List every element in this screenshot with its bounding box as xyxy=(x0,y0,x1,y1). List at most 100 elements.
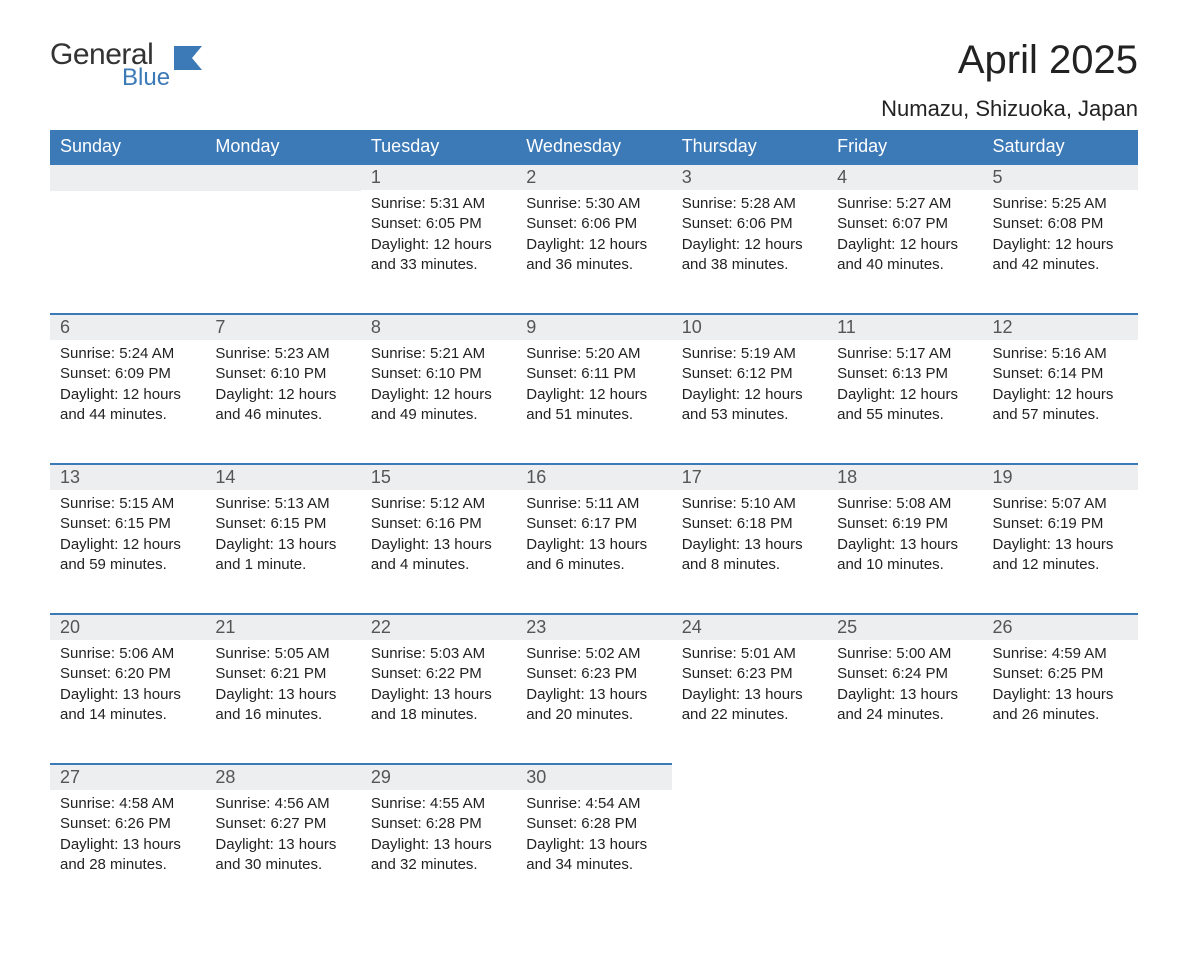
day-cell: 22Sunrise: 5:03 AMSunset: 6:22 PMDayligh… xyxy=(361,614,516,764)
sunrise-text: Sunrise: 5:16 AM xyxy=(993,344,1128,364)
sunrise-text: Sunrise: 5:08 AM xyxy=(837,494,972,514)
sunset-text: Sunset: 6:19 PM xyxy=(993,514,1128,534)
sunset-text: Sunset: 6:17 PM xyxy=(526,514,661,534)
daylight-text: Daylight: 12 hours and 44 minutes. xyxy=(60,385,195,426)
day-content: Sunrise: 4:56 AMSunset: 6:27 PMDaylight:… xyxy=(205,790,360,885)
day-content: Sunrise: 5:28 AMSunset: 6:06 PMDaylight:… xyxy=(672,190,827,285)
day-header: Saturday xyxy=(983,130,1138,164)
day-cell: 5Sunrise: 5:25 AMSunset: 6:08 PMDaylight… xyxy=(983,164,1138,314)
daylight-text: Daylight: 13 hours and 32 minutes. xyxy=(371,835,506,876)
day-number: 10 xyxy=(672,315,827,340)
daylight-text: Daylight: 12 hours and 36 minutes. xyxy=(526,235,661,276)
day-header: Thursday xyxy=(672,130,827,164)
day-number: 24 xyxy=(672,615,827,640)
day-number: 21 xyxy=(205,615,360,640)
day-cell xyxy=(827,764,982,914)
day-content: Sunrise: 5:19 AMSunset: 6:12 PMDaylight:… xyxy=(672,340,827,435)
day-content: Sunrise: 5:12 AMSunset: 6:16 PMDaylight:… xyxy=(361,490,516,585)
sunset-text: Sunset: 6:28 PM xyxy=(371,814,506,834)
day-header: Tuesday xyxy=(361,130,516,164)
day-cell: 8Sunrise: 5:21 AMSunset: 6:10 PMDaylight… xyxy=(361,314,516,464)
day-content: Sunrise: 5:20 AMSunset: 6:11 PMDaylight:… xyxy=(516,340,671,435)
daylight-text: Daylight: 12 hours and 40 minutes. xyxy=(837,235,972,276)
day-cell: 14Sunrise: 5:13 AMSunset: 6:15 PMDayligh… xyxy=(205,464,360,614)
sunrise-text: Sunrise: 5:11 AM xyxy=(526,494,661,514)
daylight-text: Daylight: 12 hours and 33 minutes. xyxy=(371,235,506,276)
day-content: Sunrise: 5:11 AMSunset: 6:17 PMDaylight:… xyxy=(516,490,671,585)
day-cell: 25Sunrise: 5:00 AMSunset: 6:24 PMDayligh… xyxy=(827,614,982,764)
day-content: Sunrise: 4:58 AMSunset: 6:26 PMDaylight:… xyxy=(50,790,205,885)
sunset-text: Sunset: 6:12 PM xyxy=(682,364,817,384)
day-number: 26 xyxy=(983,615,1138,640)
daylight-text: Daylight: 13 hours and 6 minutes. xyxy=(526,535,661,576)
daylight-text: Daylight: 13 hours and 34 minutes. xyxy=(526,835,661,876)
day-cell: 29Sunrise: 4:55 AMSunset: 6:28 PMDayligh… xyxy=(361,764,516,914)
sunrise-text: Sunrise: 5:28 AM xyxy=(682,194,817,214)
week-row: 6Sunrise: 5:24 AMSunset: 6:09 PMDaylight… xyxy=(50,314,1138,464)
day-cell xyxy=(983,764,1138,914)
sunset-text: Sunset: 6:20 PM xyxy=(60,664,195,684)
sunrise-text: Sunrise: 5:10 AM xyxy=(682,494,817,514)
day-content: Sunrise: 5:30 AMSunset: 6:06 PMDaylight:… xyxy=(516,190,671,285)
day-content: Sunrise: 5:24 AMSunset: 6:09 PMDaylight:… xyxy=(50,340,205,435)
daylight-text: Daylight: 12 hours and 55 minutes. xyxy=(837,385,972,426)
day-number xyxy=(50,165,205,191)
day-cell: 18Sunrise: 5:08 AMSunset: 6:19 PMDayligh… xyxy=(827,464,982,614)
day-content: Sunrise: 5:25 AMSunset: 6:08 PMDaylight:… xyxy=(983,190,1138,285)
sunset-text: Sunset: 6:24 PM xyxy=(837,664,972,684)
title-block: April 2025 Numazu, Shizuoka, Japan xyxy=(881,40,1138,122)
day-cell: 13Sunrise: 5:15 AMSunset: 6:15 PMDayligh… xyxy=(50,464,205,614)
sunset-text: Sunset: 6:06 PM xyxy=(526,214,661,234)
sunrise-text: Sunrise: 5:21 AM xyxy=(371,344,506,364)
daylight-text: Daylight: 13 hours and 14 minutes. xyxy=(60,685,195,726)
day-cell: 28Sunrise: 4:56 AMSunset: 6:27 PMDayligh… xyxy=(205,764,360,914)
day-number: 20 xyxy=(50,615,205,640)
logo-text-blue: Blue xyxy=(122,66,170,90)
day-number: 6 xyxy=(50,315,205,340)
day-content: Sunrise: 5:08 AMSunset: 6:19 PMDaylight:… xyxy=(827,490,982,585)
sunrise-text: Sunrise: 5:03 AM xyxy=(371,644,506,664)
day-content: Sunrise: 5:16 AMSunset: 6:14 PMDaylight:… xyxy=(983,340,1138,435)
day-number: 8 xyxy=(361,315,516,340)
day-content: Sunrise: 5:23 AMSunset: 6:10 PMDaylight:… xyxy=(205,340,360,435)
week-row: 20Sunrise: 5:06 AMSunset: 6:20 PMDayligh… xyxy=(50,614,1138,764)
sunrise-text: Sunrise: 5:17 AM xyxy=(837,344,972,364)
sunrise-text: Sunrise: 5:07 AM xyxy=(993,494,1128,514)
sunset-text: Sunset: 6:09 PM xyxy=(60,364,195,384)
day-cell: 6Sunrise: 5:24 AMSunset: 6:09 PMDaylight… xyxy=(50,314,205,464)
day-header: Wednesday xyxy=(516,130,671,164)
day-header: Friday xyxy=(827,130,982,164)
day-cell: 1Sunrise: 5:31 AMSunset: 6:05 PMDaylight… xyxy=(361,164,516,314)
daylight-text: Daylight: 13 hours and 26 minutes. xyxy=(993,685,1128,726)
day-content: Sunrise: 5:06 AMSunset: 6:20 PMDaylight:… xyxy=(50,640,205,735)
day-content: Sunrise: 5:01 AMSunset: 6:23 PMDaylight:… xyxy=(672,640,827,735)
sunrise-text: Sunrise: 4:56 AM xyxy=(215,794,350,814)
day-content: Sunrise: 5:10 AMSunset: 6:18 PMDaylight:… xyxy=(672,490,827,585)
sunset-text: Sunset: 6:27 PM xyxy=(215,814,350,834)
day-cell: 23Sunrise: 5:02 AMSunset: 6:23 PMDayligh… xyxy=(516,614,671,764)
logo: General Blue xyxy=(50,40,208,90)
day-cell: 2Sunrise: 5:30 AMSunset: 6:06 PMDaylight… xyxy=(516,164,671,314)
day-cell: 12Sunrise: 5:16 AMSunset: 6:14 PMDayligh… xyxy=(983,314,1138,464)
day-cell: 30Sunrise: 4:54 AMSunset: 6:28 PMDayligh… xyxy=(516,764,671,914)
day-number: 14 xyxy=(205,465,360,490)
daylight-text: Daylight: 12 hours and 59 minutes. xyxy=(60,535,195,576)
sunset-text: Sunset: 6:15 PM xyxy=(60,514,195,534)
daylight-text: Daylight: 13 hours and 22 minutes. xyxy=(682,685,817,726)
day-cell: 11Sunrise: 5:17 AMSunset: 6:13 PMDayligh… xyxy=(827,314,982,464)
day-cell: 9Sunrise: 5:20 AMSunset: 6:11 PMDaylight… xyxy=(516,314,671,464)
sunrise-text: Sunrise: 5:24 AM xyxy=(60,344,195,364)
sunrise-text: Sunrise: 5:20 AM xyxy=(526,344,661,364)
day-content: Sunrise: 5:15 AMSunset: 6:15 PMDaylight:… xyxy=(50,490,205,585)
daylight-text: Daylight: 12 hours and 42 minutes. xyxy=(993,235,1128,276)
daylight-text: Daylight: 12 hours and 51 minutes. xyxy=(526,385,661,426)
day-cell: 19Sunrise: 5:07 AMSunset: 6:19 PMDayligh… xyxy=(983,464,1138,614)
day-content: Sunrise: 5:02 AMSunset: 6:23 PMDaylight:… xyxy=(516,640,671,735)
day-number: 11 xyxy=(827,315,982,340)
day-header: Monday xyxy=(205,130,360,164)
daylight-text: Daylight: 13 hours and 18 minutes. xyxy=(371,685,506,726)
sunset-text: Sunset: 6:16 PM xyxy=(371,514,506,534)
day-content: Sunrise: 5:07 AMSunset: 6:19 PMDaylight:… xyxy=(983,490,1138,585)
daylight-text: Daylight: 13 hours and 20 minutes. xyxy=(526,685,661,726)
day-number: 27 xyxy=(50,765,205,790)
